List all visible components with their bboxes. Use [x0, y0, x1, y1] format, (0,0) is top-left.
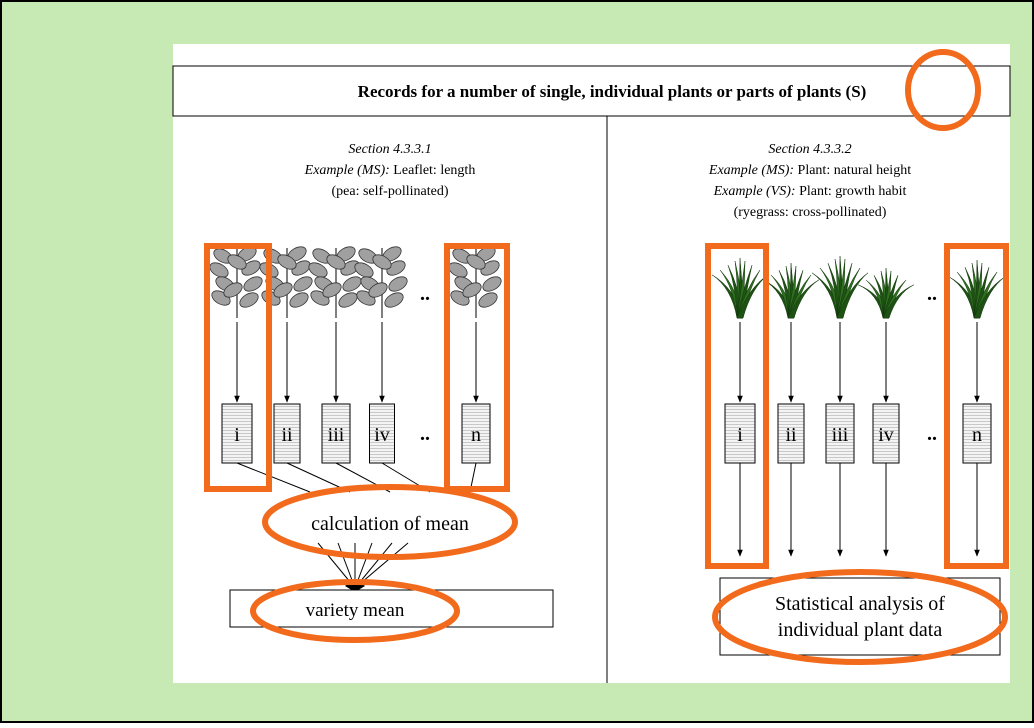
result-line: individual plant data [778, 619, 943, 641]
example-label: Example (VS): [713, 184, 796, 199]
blade [787, 279, 820, 319]
plant-icon [762, 262, 820, 319]
plant-icon [711, 257, 769, 319]
leaf [372, 254, 392, 270]
section: Section 4.3.3.1 [348, 142, 431, 157]
record-box [461, 403, 491, 464]
record-label: iii [832, 424, 849, 446]
leaf [482, 276, 502, 292]
highlight [905, 49, 981, 131]
leaf [273, 282, 293, 298]
record-box [825, 403, 855, 464]
leaf [227, 254, 247, 270]
highlight [250, 579, 460, 643]
plant-icon [948, 259, 1006, 319]
highlight [944, 243, 1009, 569]
ellipsis: .. [420, 283, 430, 305]
example-text: Leaflet: length [393, 163, 475, 178]
section: Section 4.3.3.2 [768, 142, 851, 157]
example: Example (MS): Leaflet: length [304, 163, 476, 178]
leaf [289, 292, 309, 308]
ellipsis: .. [420, 423, 430, 445]
highlight [262, 484, 518, 560]
title-box [172, 65, 1011, 117]
leaf [223, 282, 243, 298]
leaf [326, 254, 346, 270]
plant-icon [308, 246, 362, 318]
plant-icon [448, 246, 502, 318]
panel [173, 44, 1010, 683]
note: (pea: self-pollinated) [331, 184, 448, 199]
leaf [342, 276, 362, 292]
leaf [462, 282, 482, 298]
leaf [466, 254, 486, 270]
record-box [777, 403, 805, 464]
leaf [322, 282, 342, 298]
left-header: Section 4.3.3.1 Example (MS): Leaflet: l… [304, 142, 476, 199]
leaf [354, 262, 374, 278]
record-label: n [471, 424, 481, 446]
plant-icon [354, 246, 408, 318]
right-header: Section 4.3.3.2 Example (MS): Plant: nat… [708, 142, 911, 220]
leaf [388, 276, 408, 292]
example: Example (VS): Plant: growth habit [713, 184, 907, 199]
title: Records for a number of single, individu… [358, 82, 867, 101]
plant-icon [209, 246, 263, 318]
record-box [221, 403, 253, 464]
highlight [204, 243, 272, 492]
blade [836, 272, 869, 319]
example-text: Plant: growth habit [799, 184, 906, 199]
ellipsis: .. [927, 283, 937, 305]
record-label: i [737, 424, 743, 446]
example-label: Example (MS): [304, 163, 390, 178]
record-label: iii [328, 424, 345, 446]
blade [882, 284, 915, 319]
plant-icon [811, 255, 869, 319]
drawing: i ii iii iv n i ii iii iv n........ [209, 246, 1006, 592]
leaf [239, 292, 259, 308]
record-label: n [972, 424, 982, 446]
result-box [719, 577, 1001, 656]
leaf [293, 276, 313, 292]
note: (ryegrass: cross-pollinated) [734, 205, 887, 220]
result: variety mean [306, 600, 405, 621]
record-box [724, 403, 756, 464]
leaf [478, 292, 498, 308]
highlight [705, 243, 769, 569]
highlight [444, 243, 510, 492]
record-label: ii [281, 424, 293, 446]
result-box [229, 589, 554, 628]
connector [236, 462, 311, 493]
example: Example (MS): Plant: natural height [708, 163, 911, 178]
plant-icon [857, 267, 915, 319]
leaf [308, 262, 328, 278]
leaf [384, 292, 404, 308]
record-label: ii [785, 424, 797, 446]
result-line: Statistical analysis of [775, 593, 945, 615]
leaf [243, 276, 263, 292]
record-label: iv [878, 424, 894, 446]
highlights [204, 49, 1009, 665]
leaf [209, 262, 229, 278]
leaf [277, 254, 297, 270]
plant-icon [259, 246, 313, 318]
record-label: i [234, 424, 240, 446]
highlight [712, 569, 1008, 665]
example-text: Plant: natural height [798, 163, 912, 178]
leaf [368, 282, 388, 298]
record-label: iv [374, 424, 390, 446]
calculation: calculation of mean [311, 513, 469, 535]
record-box [962, 403, 992, 464]
ellipsis: .. [927, 423, 937, 445]
example-label: Example (MS): [708, 163, 794, 178]
